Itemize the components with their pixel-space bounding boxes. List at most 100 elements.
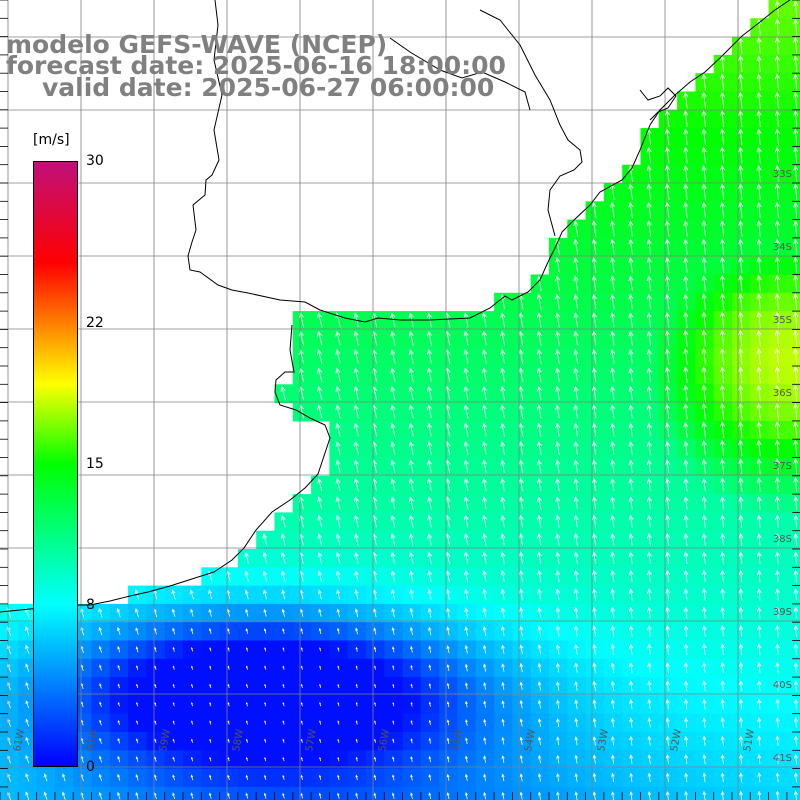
wind-arrow: [556, 699, 560, 709]
wind-arrow: [774, 146, 780, 164]
wind-arrow: [209, 702, 212, 707]
wind-arrow: [629, 699, 634, 710]
wind-arrow: [757, 753, 762, 765]
wind-arrow: [390, 570, 396, 582]
wind-arrow: [592, 680, 597, 691]
wind-arrow: [555, 606, 561, 619]
wind-arrow: [683, 201, 689, 219]
wind-arrow: [190, 608, 194, 617]
wind-arrow: [793, 716, 799, 728]
wind-arrow: [738, 717, 744, 728]
wind-arrow: [647, 698, 652, 710]
wind-arrow: [684, 735, 689, 746]
wind-arrow: [719, 402, 725, 420]
wind-arrow: [574, 699, 579, 709]
wind-arrow: [793, 606, 799, 619]
wind-arrow: [775, 624, 780, 637]
wind-arrow: [482, 385, 487, 401]
wind-arrow: [738, 569, 744, 583]
wind-arrow: [317, 533, 323, 546]
wind-arrow: [756, 476, 762, 493]
wind-arrow: [317, 477, 323, 492]
wind-arrow: [793, 661, 799, 674]
wind-arrow: [629, 735, 634, 746]
wind-arrow: [702, 624, 707, 637]
wind-speed-cell: [786, 475, 800, 495]
wind-arrow: [62, 791, 66, 800]
wind-arrow: [628, 201, 634, 219]
wind-arrow: [574, 772, 578, 782]
wind-arrow: [574, 643, 579, 655]
wind-arrow: [337, 792, 340, 799]
wind-arrow: [463, 404, 469, 419]
wind-arrow: [592, 754, 597, 764]
wind-arrow: [591, 293, 597, 310]
wind-arrow: [756, 606, 762, 619]
wind-arrow: [793, 384, 799, 402]
wind-arrow: [683, 551, 689, 565]
wind-arrow: [720, 477, 726, 492]
wind-arrow: [446, 626, 450, 636]
wind-speed-cell: [786, 549, 800, 568]
wind-arrow: [537, 736, 542, 746]
wind-arrow: [463, 477, 469, 492]
wind-arrow: [628, 220, 634, 237]
wind-arrow: [374, 702, 376, 707]
latitude-label: 36S: [773, 388, 792, 399]
wind-arrow: [172, 720, 175, 725]
wind-arrow: [390, 404, 396, 419]
wind-arrow: [427, 607, 432, 618]
wind-arrow: [610, 440, 616, 455]
wind-arrow: [756, 183, 762, 201]
colorbar-tick-label: 22: [86, 314, 104, 331]
wind-arrow: [482, 607, 487, 619]
wind-arrow: [500, 404, 506, 419]
wind-arrow: [190, 774, 194, 781]
wind-arrow: [646, 422, 652, 437]
wind-arrow: [117, 701, 120, 707]
wind-arrow: [774, 110, 780, 127]
wind-arrow: [428, 737, 432, 744]
wind-arrow: [501, 791, 505, 800]
wind-arrow: [171, 608, 176, 617]
wind-arrow: [793, 402, 799, 420]
latitude-label: 41S: [773, 753, 792, 764]
wind-arrow: [592, 699, 597, 710]
wind-arrow: [719, 238, 726, 255]
wind-arrow: [336, 589, 341, 600]
wind-arrow: [373, 627, 377, 635]
wind-arrow: [390, 312, 396, 328]
wind-arrow: [354, 608, 359, 618]
wind-arrow: [665, 569, 671, 583]
wind-arrow: [518, 404, 524, 419]
wind-arrow: [719, 421, 725, 439]
wind-arrow: [99, 719, 102, 726]
wind-arrow: [628, 496, 634, 510]
wind-arrow: [574, 736, 579, 746]
wind-arrow: [683, 588, 689, 601]
wind-arrow: [701, 440, 707, 456]
wind-arrow: [628, 330, 634, 346]
wind-arrow: [390, 385, 396, 401]
wind-arrow: [555, 643, 560, 655]
model-title: modelo GEFS-WAVE (NCEP): [6, 30, 388, 59]
wind-arrow: [683, 347, 689, 365]
wind-arrow: [738, 183, 744, 201]
wind-arrow: [154, 665, 157, 670]
wind-arrow: [428, 683, 432, 689]
wind-arrow: [573, 440, 579, 455]
wind-arrow: [281, 551, 286, 564]
wind-arrow: [190, 792, 194, 799]
wind-arrow: [335, 551, 341, 564]
wind-arrow: [701, 569, 707, 583]
wind-arrow: [335, 422, 341, 437]
wind-arrow: [335, 459, 341, 473]
wind-arrow: [573, 533, 579, 546]
wind-arrow: [683, 477, 689, 492]
wind-arrow: [665, 238, 671, 255]
wind-arrow: [519, 718, 523, 727]
wind-speed-cell: [786, 183, 800, 202]
wind-arrow: [518, 422, 524, 437]
wind-arrow: [793, 256, 799, 274]
